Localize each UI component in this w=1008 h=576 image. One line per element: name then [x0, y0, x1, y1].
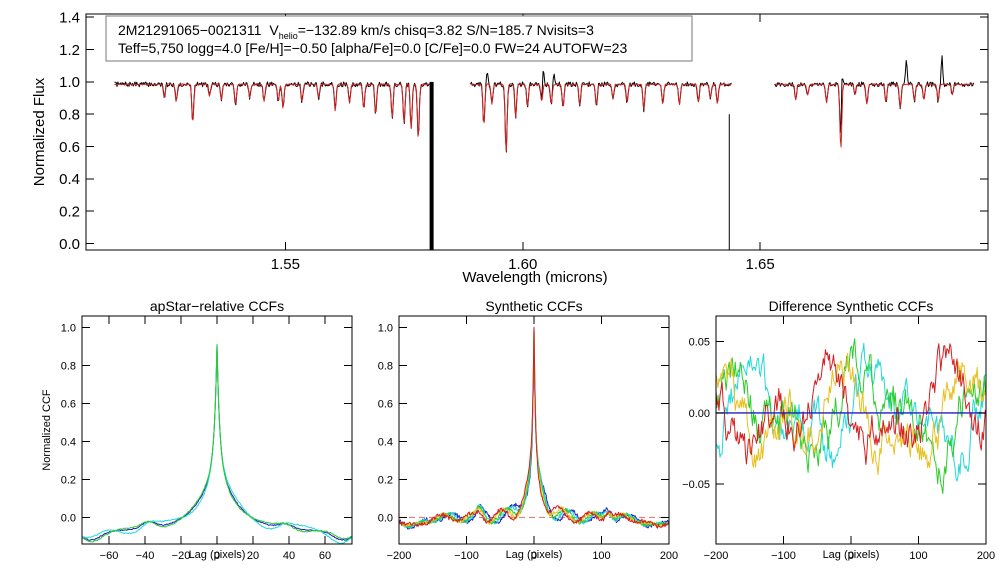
difference-ccf-panel: Difference Synthetic CCFs −200 −100 0 100 20… [682, 298, 995, 562]
difference-ytick-label: −0.05 [682, 479, 710, 491]
spectrum-ylabel: Normalized Flux [31, 77, 48, 186]
apstar-ccf-visit-3 [82, 344, 352, 543]
spectrum-ytick-label: 0.8 [59, 106, 80, 123]
synthetic-xtick-label: −200 [387, 550, 412, 562]
spectrum-ytick-label: 1.2 [59, 42, 80, 59]
model-spectrum-segment [774, 83, 974, 148]
apstar-ticks: −60 −40 −20 0 20 40 60 0.0 0.2 0.4 0.6 0.8 1.0 [61, 316, 352, 562]
synthetic-ytick-label: 1.0 [378, 322, 393, 334]
synthetic-xtick-label: −100 [454, 550, 479, 562]
spectrum-legend: 2M21291065−0021311 Vhelio=−132.89 km/s ch… [105, 15, 693, 62]
synthetic-ytick-label: 0.4 [378, 436, 393, 448]
difference-ticks: −200 −100 0 100 200 −0.05 0.00 0.05 [682, 316, 995, 562]
apstar-title: apStar−relative CCFs [150, 298, 284, 314]
observed-spectrum-segment [114, 81, 433, 137]
spectrum-xtick-label: 1.60 [508, 256, 537, 273]
legend-v-sub: helio [279, 31, 298, 41]
synthetic-xtick-label: 0 [531, 550, 537, 562]
spectrum-ticks: 1.55 1.60 1.65 0.0 0.2 0.4 0.6 0.8 1.0 1.2 1.4 [59, 9, 988, 273]
legend-line-2: Teff=5,750 logg=4.0 [Fe/H]=−0.50 [alpha/… [118, 40, 627, 56]
apstar-xtick-label: 40 [283, 550, 295, 562]
difference-ccf-visit-1 [715, 342, 986, 482]
spectrum-ytick-label: 0.6 [59, 139, 80, 156]
apstar-xtick-label: −40 [136, 550, 155, 562]
apstar-xtick-label: −60 [100, 550, 119, 562]
spectrum-ytick-label: 0.2 [59, 203, 80, 220]
apstar-series [82, 344, 352, 544]
spectrum-xtick-label: 1.55 [271, 256, 300, 273]
spectrum-xtick-label: 1.65 [746, 256, 775, 273]
synthetic-ytick-label: 0.8 [378, 360, 393, 372]
model-spectrum-segment [470, 83, 732, 152]
spectrum-frame [85, 13, 989, 251]
synthetic-xtick-label: 100 [592, 550, 610, 562]
synthetic-ccf-panel: Synthetic CCFs −200 −100 0 100 200 0.0 0.2 0.4 0… [378, 298, 678, 562]
spectrum-panel: 1.55 1.60 1.65 0.0 0.2 0.4 0.6 0.8 1.0 1.2 1.4 2M2… [31, 9, 989, 286]
apstar-xtick-label: 20 [247, 550, 259, 562]
legend-line-1: 2M21291065−0021311 Vhelio=−132.89 km/s ch… [118, 22, 594, 41]
model-spectrum-segment [114, 83, 433, 137]
legend-star-id: 2M21291065−0021311 [118, 22, 262, 38]
difference-xtick-label: −100 [771, 550, 796, 562]
difference-xlabel: Lag (pixels) [823, 549, 880, 561]
synthetic-ytick-label: 0.2 [378, 474, 393, 486]
synthetic-series [398, 326, 670, 530]
apstar-ylabel: Normalized CCF [41, 389, 53, 471]
spectrum-xlabel: Wavelength (microns) [462, 269, 607, 286]
difference-xtick-label: −200 [704, 550, 729, 562]
spectrum-ytick-label: 1.0 [59, 74, 80, 91]
spectrum-series [114, 55, 975, 250]
apstar-xtick-label: 60 [319, 550, 331, 562]
apstar-ytick-label: 0.4 [61, 436, 76, 448]
difference-ytick-label: 0.05 [689, 337, 710, 349]
difference-xtick-label: 100 [909, 550, 927, 562]
apstar-ytick-label: 0.0 [61, 512, 76, 524]
apstar-ccf-visit-2 [82, 344, 352, 544]
spectrum-ytick-label: 0.4 [59, 171, 80, 188]
difference-xtick-label: 0 [848, 550, 854, 562]
gap-bar-thick [429, 81, 434, 250]
apstar-lines [82, 344, 352, 544]
apstar-xtick-label: 0 [214, 550, 220, 562]
apstar-ytick-label: 0.8 [61, 360, 76, 372]
difference-title: Difference Synthetic CCFs [769, 298, 934, 314]
synthetic-title: Synthetic CCFs [485, 298, 582, 314]
apstar-ccf-panel: apStar−relative CCFs −60 −40 −20 0 20 40 60 0.0… [41, 298, 353, 562]
legend-v: V [269, 22, 279, 38]
synthetic-xlabel: Lag (pixels) [506, 549, 563, 561]
spectrum-ytick-label: 1.4 [59, 9, 80, 26]
apstar-ytick-label: 0.6 [61, 398, 76, 410]
spectrum-legend-box [105, 15, 693, 62]
difference-xtick-label: 200 [977, 550, 995, 562]
synthetic-xtick-label: 200 [660, 550, 678, 562]
apstar-ytick-label: 1.0 [61, 322, 76, 334]
difference-ccf-visit-3 [715, 352, 986, 475]
difference-series [715, 338, 986, 494]
difference-ytick-label: 0.00 [689, 408, 710, 420]
synthetic-ytick-label: 0.6 [378, 398, 393, 410]
difference-ccf-visit-2 [715, 338, 986, 494]
synthetic-ticks: −200 −100 0 100 200 0.0 0.2 0.4 0.6 0.8 1.0 [378, 316, 678, 562]
synthetic-ytick-label: 0.0 [378, 512, 393, 524]
apstar-xlabel: Lag (pixels) [189, 549, 246, 561]
difference-ccf-visit-4 [715, 343, 986, 465]
legend-v-rest: =−132.89 km/s chisq=3.82 S/N=185.7 Nvisi… [298, 22, 594, 38]
observed-spectrum-segment [774, 55, 975, 134]
spectrum-ytick-label: 0.0 [59, 236, 80, 253]
observed-spectrum-segment [470, 70, 732, 153]
synthetic-ccf-visit-5 [398, 326, 670, 529]
apstar-xtick-label: −20 [172, 550, 191, 562]
apstar-ccf-visit-1 [82, 344, 352, 541]
apstar-ytick-label: 0.2 [61, 474, 76, 486]
